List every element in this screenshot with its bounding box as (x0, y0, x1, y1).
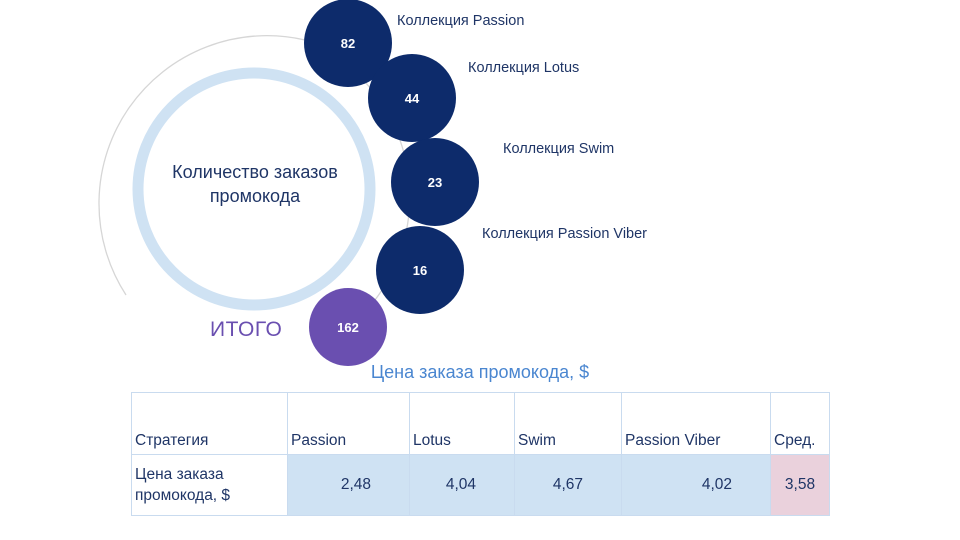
table-title: Цена заказа промокода, $ (370, 362, 590, 382)
label-passion: Коллекция Passion (397, 13, 525, 29)
label-lotus: Коллекция Lotus (468, 60, 580, 76)
header-passion-viber: Passion Viber (621, 392, 771, 455)
value-passion: 2,48 (287, 454, 410, 516)
total-label: ИТОГО (210, 318, 283, 341)
bubble-passion-viber-value: 16 (413, 263, 427, 278)
center-ring (132, 67, 376, 311)
outer-arc (98, 35, 306, 296)
bubble-lotus (368, 54, 456, 142)
header-passion: Passion (287, 392, 410, 455)
bubble-passion (304, 0, 392, 87)
value-swim: 4,67 (514, 454, 622, 516)
diagram-center-title: Количество заказов промокода (172, 162, 338, 206)
bubble-passion-value: 82 (341, 36, 355, 51)
value-passion-viber: 4,02 (621, 454, 771, 516)
value-lotus: 4,04 (409, 454, 515, 516)
header-swim: Swim (514, 392, 622, 455)
row-label: Цена заказа промокода, $ (131, 454, 288, 516)
bubble-total (309, 288, 387, 366)
label-swim: Коллекция Swim (503, 141, 615, 157)
table-row: Цена заказа промокода, $ 2,48 4,04 4,67 … (131, 454, 830, 516)
header-strategy: Стратегия (131, 392, 288, 455)
price-table: Стратегия Passion Lotus Swim Passion Vib… (131, 392, 830, 516)
table-header-row: Стратегия Passion Lotus Swim Passion Vib… (131, 392, 830, 455)
value-average: 3,58 (770, 454, 830, 516)
bubble-lotus-value: 44 (405, 91, 420, 106)
bubble-passion-viber (376, 226, 464, 314)
header-average: Сред. (770, 392, 830, 455)
bubble-swim (391, 138, 479, 226)
label-passion-viber: Коллекция Passion Viber (482, 226, 648, 242)
header-lotus: Lotus (409, 392, 515, 455)
bubble-total-value: 162 (337, 320, 359, 335)
bubble-swim-value: 23 (428, 175, 442, 190)
